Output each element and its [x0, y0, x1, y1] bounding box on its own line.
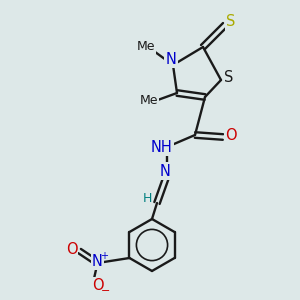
Text: S: S — [226, 14, 236, 29]
Text: O: O — [225, 128, 237, 142]
Text: O: O — [92, 278, 103, 293]
Text: −: − — [101, 286, 110, 296]
Text: N: N — [166, 52, 176, 67]
Text: Me: Me — [140, 94, 158, 107]
Text: NH: NH — [151, 140, 173, 154]
Text: S: S — [224, 70, 234, 85]
Text: N: N — [160, 164, 170, 178]
Text: O: O — [66, 242, 77, 256]
Text: N: N — [92, 254, 103, 268]
Text: +: + — [100, 251, 109, 261]
Text: H: H — [142, 193, 152, 206]
Text: Me: Me — [137, 40, 155, 52]
